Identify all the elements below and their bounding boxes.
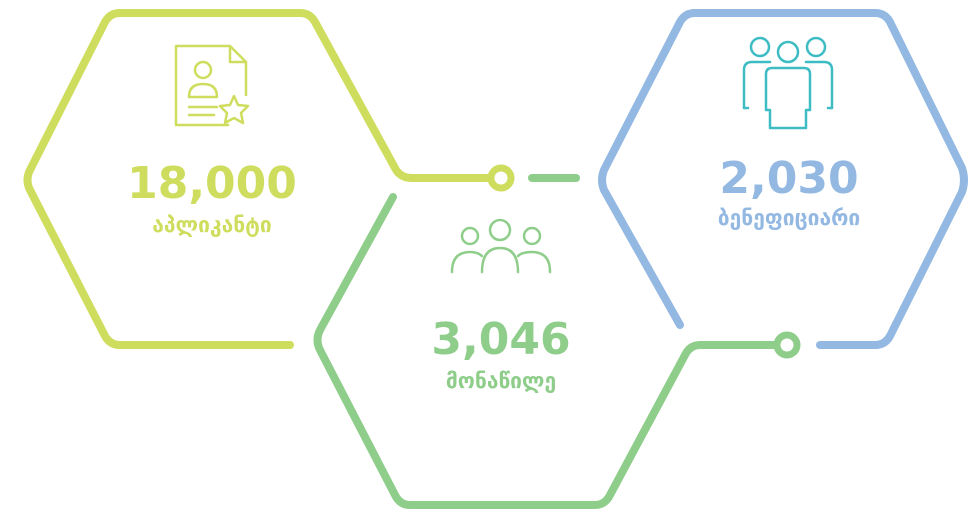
label-text: აპლიკანტი xyxy=(152,213,271,237)
value-text: 3,046 xyxy=(431,314,570,365)
value-text: 2,030 xyxy=(719,153,858,204)
hexagon-applicants xyxy=(23,9,494,349)
label-text: ბენეფიციარი xyxy=(718,206,860,230)
connector-dot xyxy=(487,164,515,192)
icon-group xyxy=(742,36,834,130)
label-text: მონაწილე xyxy=(446,369,556,393)
hexagon-participants xyxy=(313,193,779,509)
icon-document xyxy=(174,44,250,127)
icon-people xyxy=(450,218,552,274)
connector-dot xyxy=(773,331,801,359)
hexagon-beneficiaries xyxy=(598,9,968,349)
value-text: 18,000 xyxy=(127,158,297,209)
